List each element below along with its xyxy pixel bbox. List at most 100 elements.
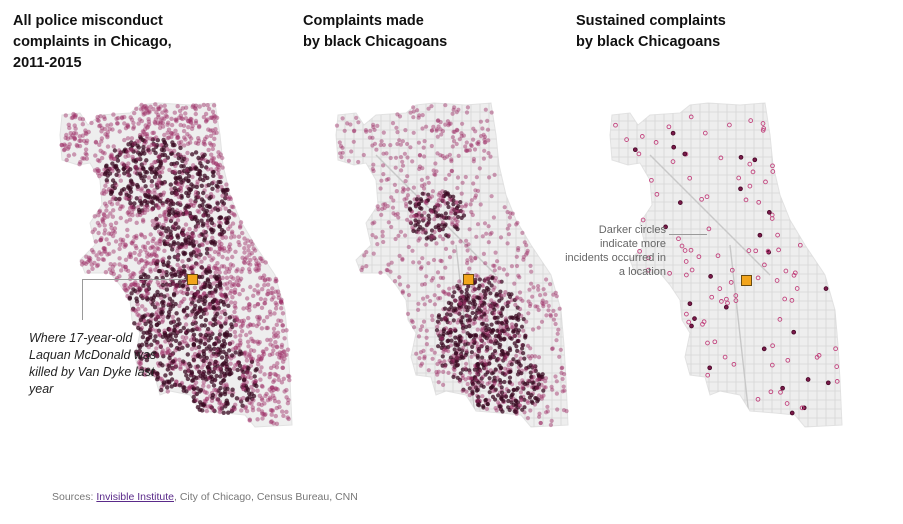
complaint-dot bbox=[166, 363, 172, 368]
complaint-dot bbox=[211, 159, 216, 165]
complaint-dot bbox=[191, 264, 196, 269]
complaint-dot bbox=[459, 204, 465, 209]
complaint-dot bbox=[161, 212, 167, 217]
complaint-dot bbox=[62, 142, 67, 147]
complaint-dot bbox=[429, 143, 434, 149]
complaint-dot bbox=[286, 416, 291, 422]
complaint-dot bbox=[244, 358, 250, 363]
complaint-dot bbox=[496, 333, 501, 338]
complaint-dot bbox=[96, 171, 101, 176]
complaint-dot bbox=[481, 132, 486, 137]
complaint-dot bbox=[475, 274, 480, 279]
complaint-dot bbox=[150, 137, 155, 142]
complaint-dot bbox=[469, 350, 474, 355]
complaint-dot bbox=[445, 201, 450, 206]
complaint-dot bbox=[161, 270, 167, 275]
invisible-institute-link[interactable]: Invisible Institute bbox=[96, 491, 174, 503]
complaint-dot bbox=[447, 121, 452, 126]
complaint-dot bbox=[417, 215, 422, 220]
complaint-dot bbox=[448, 312, 453, 317]
complaint-dot bbox=[173, 163, 178, 169]
complaint-dot bbox=[424, 328, 429, 333]
complaint-dot bbox=[367, 135, 372, 140]
complaint-dot bbox=[213, 127, 218, 132]
complaint-dot bbox=[186, 173, 192, 179]
complaint-dot bbox=[173, 272, 178, 277]
sustained-circle bbox=[791, 329, 797, 335]
complaint-dot bbox=[459, 134, 464, 139]
complaint-dot bbox=[259, 326, 265, 331]
complaint-dot bbox=[279, 306, 284, 311]
complaint-dot bbox=[534, 378, 540, 383]
complaint-dot bbox=[172, 148, 177, 154]
complaint-dot bbox=[424, 124, 429, 129]
complaint-dot bbox=[106, 231, 112, 236]
complaint-dot bbox=[118, 237, 123, 242]
complaint-dot bbox=[157, 213, 163, 219]
complaint-dot bbox=[217, 405, 222, 411]
complaint-dot bbox=[227, 341, 233, 346]
complaint-dot bbox=[206, 284, 212, 289]
complaint-dot bbox=[217, 162, 223, 168]
complaint-dot bbox=[196, 224, 201, 229]
complaint-dot bbox=[133, 170, 138, 175]
complaint-dot bbox=[143, 259, 148, 264]
complaint-dot bbox=[520, 378, 525, 383]
complaint-dot bbox=[221, 294, 226, 299]
complaint-dot bbox=[202, 284, 208, 290]
complaint-dot bbox=[483, 140, 488, 145]
complaint-dot bbox=[215, 363, 220, 369]
complaint-dot bbox=[174, 117, 179, 122]
complaint-dot bbox=[449, 157, 454, 162]
complaint-dot bbox=[448, 343, 454, 348]
complaint-dot bbox=[118, 151, 124, 156]
complaint-dot bbox=[91, 250, 96, 255]
complaint-dot bbox=[241, 364, 246, 370]
complaint-dot bbox=[375, 242, 380, 247]
sustained-circle bbox=[700, 321, 705, 327]
complaint-dot bbox=[168, 182, 173, 187]
complaint-dot bbox=[187, 118, 193, 123]
sustained-circle bbox=[624, 137, 629, 142]
complaint-dot bbox=[109, 225, 114, 231]
complaint-dot bbox=[102, 126, 108, 132]
complaint-dot bbox=[96, 230, 101, 236]
complaint-dot bbox=[200, 154, 206, 159]
complaint-dot bbox=[351, 129, 357, 134]
complaint-dot bbox=[473, 314, 478, 319]
complaint-dot bbox=[477, 398, 482, 403]
sustained-circle bbox=[747, 183, 753, 189]
complaint-dot bbox=[173, 117, 178, 122]
complaint-dot bbox=[208, 247, 214, 252]
complaint-dot bbox=[203, 317, 209, 323]
complaint-dot bbox=[273, 413, 278, 419]
complaint-dot bbox=[105, 214, 110, 219]
complaint-dot bbox=[346, 158, 351, 163]
complaint-dot bbox=[370, 135, 375, 140]
complaint-dot bbox=[195, 179, 200, 184]
complaint-dot bbox=[503, 357, 508, 362]
complaint-dot bbox=[105, 130, 111, 135]
complaint-dot bbox=[470, 376, 475, 381]
complaint-dot bbox=[161, 190, 167, 195]
complaint-dot bbox=[530, 327, 536, 332]
complaint-dot bbox=[161, 222, 166, 228]
complaint-dot bbox=[499, 385, 504, 390]
complaint-dot bbox=[540, 372, 545, 377]
complaint-dot bbox=[129, 240, 134, 245]
complaint-dot bbox=[516, 273, 521, 278]
complaint-dot bbox=[502, 337, 507, 342]
complaint-dot bbox=[120, 204, 125, 209]
complaint-dot bbox=[213, 353, 219, 359]
complaint-dot bbox=[144, 106, 149, 111]
complaint-dot bbox=[145, 124, 151, 129]
complaint-dot bbox=[169, 131, 174, 136]
complaint-dot bbox=[168, 243, 173, 248]
complaint-dot bbox=[470, 382, 475, 387]
complaint-dot bbox=[495, 304, 500, 309]
complaint-dot bbox=[515, 295, 520, 300]
complaint-dot bbox=[133, 288, 138, 294]
complaint-dot bbox=[120, 237, 126, 243]
complaint-dot bbox=[446, 233, 452, 238]
complaint-dot bbox=[478, 119, 483, 124]
